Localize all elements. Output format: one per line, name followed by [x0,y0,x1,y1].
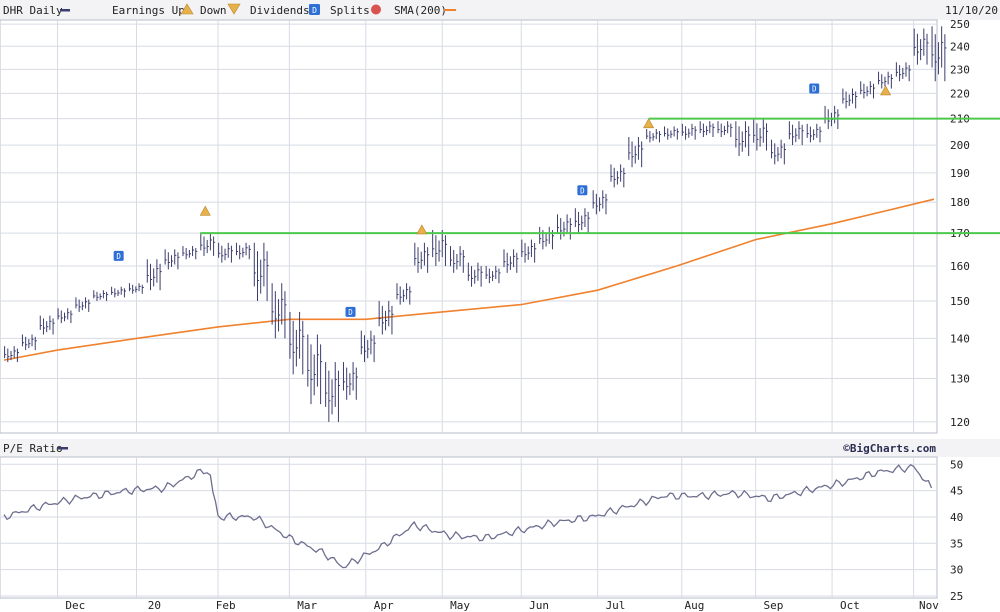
earnings-up-marker [199,205,211,216]
x-tick-label: 20 [148,599,161,612]
dividend-icon-letter: D [312,6,317,15]
legend-bar: DHR Daily Earnings Up Down Dividends D S… [0,0,1000,20]
x-tick-label: Aug [685,599,705,612]
pe-ratio-line [3,463,933,569]
price-tick-label: 230 [950,63,970,76]
pe-grid [0,457,937,598]
x-tick-label: Sep [764,599,784,612]
price-tick-label: 200 [950,139,970,152]
pe-tick-label: 30 [950,564,963,577]
resistance-lines [200,117,1000,235]
price-legend-swatch [60,9,70,12]
dividends-label: Dividends [250,4,310,17]
price-panel: 1201301401501601701801902002102202302402… [0,18,1000,434]
pe-legend-bar: P/E Ratio ©BigCharts.com [0,439,1000,457]
dividend-icon [309,4,320,15]
x-tick-label: Oct [840,599,860,612]
pe-line-layer [3,463,933,569]
earnings-up-marker [880,85,892,96]
price-tick-label: 240 [950,40,970,53]
x-tick-label: Apr [374,599,394,612]
x-tick-label: Feb [216,599,236,612]
price-tick-label: 220 [950,87,970,100]
pe-tick-label: 45 [950,485,963,498]
price-tick-label: 250 [950,18,970,31]
sma-legend-swatch [444,9,456,11]
earnings-up-icon [180,3,194,15]
price-tick-label: 190 [950,167,970,180]
splits-label: Splits [330,4,370,17]
sma-line [3,198,935,361]
dividend-marker-letter: D [580,186,585,195]
price-bars [4,26,947,422]
legend-background [0,0,1000,20]
earnings-down-icon [227,3,241,15]
watermark: ©BigCharts.com [843,442,936,455]
pe-y-axis: 25 30 35 40 45 50 [950,458,963,603]
price-tick-label: 140 [950,332,970,345]
down-label: Down [200,4,227,17]
split-icon [371,4,381,15]
dividend-marker-letter: D [116,252,121,261]
earnings-up-marker [643,118,655,129]
pe-plot-area [0,456,938,599]
x-tick-label: May [450,599,470,612]
pe-tick-label: 40 [950,511,963,524]
dividend-marker-letter: D [812,85,817,94]
ticker-label: DHR Daily [3,4,63,17]
x-tick-label: Mar [297,599,317,612]
earnings-up-marker [416,224,428,235]
dividend-marker-letter: D [348,308,353,317]
pe-tick-label: 50 [950,458,963,471]
pe-tick-label: 25 [950,590,963,603]
price-y-axis: 1201301401501601701801902002102202302402… [950,18,970,429]
price-tick-label: 160 [950,260,970,273]
price-tick-label: 130 [950,373,970,386]
dividend-marker [113,250,124,261]
chart-date: 11/10/20 [945,4,998,17]
x-tick-label: Jun [529,599,549,612]
x-tick-label: Dec [65,599,85,612]
pe-label: P/E Ratio [3,442,63,455]
pe-tick-label: 35 [950,537,963,550]
x-axis: Dec 20 Feb Mar Apr May Jun Jul Aug Sep Oct Nov [65,599,939,612]
price-plot-area [0,19,938,434]
price-tick-label: 120 [950,416,970,429]
sma-label: SMA(200) [394,4,447,17]
event-markers: D D D D [113,83,892,317]
dividend-marker [345,306,356,317]
earnings-up-label: Earnings Up [112,4,185,17]
x-tick-label: Nov [919,599,939,612]
pe-legend-background [0,439,1000,457]
price-tick-label: 150 [950,295,970,308]
price-grid [0,20,937,433]
x-tick-label: Jul [606,599,626,612]
pe-legend-swatch [58,447,68,450]
sma-layer [3,198,935,361]
dividend-marker [809,83,820,94]
price-tick-label: 180 [950,196,970,209]
dividend-marker [577,185,588,196]
pe-panel: 25 30 35 40 45 50 [0,456,963,603]
